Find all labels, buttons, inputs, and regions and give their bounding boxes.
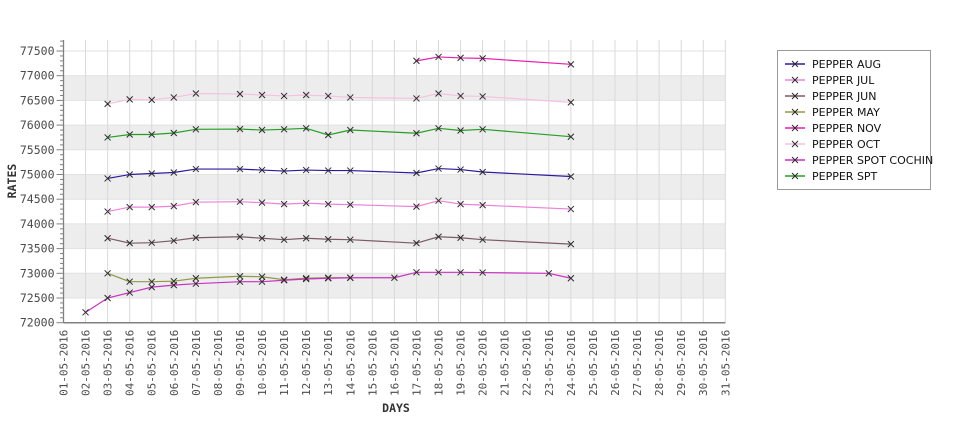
svg-text:31-05-2016: 31-05-2016 — [719, 330, 732, 396]
legend-line-marker-icon — [785, 60, 805, 68]
legend-line-marker-icon — [785, 140, 805, 148]
series-pepper-oct — [104, 90, 575, 108]
legend-line-marker-icon — [785, 92, 805, 100]
svg-text:13-05-2016: 13-05-2016 — [322, 330, 335, 396]
legend-label: PEPPER AUG — [812, 57, 882, 71]
svg-text:74500: 74500 — [20, 192, 55, 206]
x-tick-labels: 01-05-2016 02-05-2016 03-05-2016 04-05-2016… — [58, 330, 733, 396]
legend-label: PEPPER JUN — [812, 89, 877, 103]
legend-label: PEPPER OCT — [812, 137, 880, 151]
x-marker-icon — [413, 53, 575, 68]
vertical-gridlines — [63, 40, 726, 323]
plot-area: 72000 72500 73000 73500 74000 74500 75000 75500… — [20, 40, 732, 396]
y-axis-ticks — [56, 40, 64, 324]
svg-text:02-05-2016: 02-05-2016 — [80, 330, 93, 396]
svg-text:10-05-2016: 10-05-2016 — [256, 330, 269, 396]
axes — [62, 40, 726, 324]
svg-text:23-05-2016: 23-05-2016 — [543, 330, 556, 396]
legend-item-pepper-spot-cochin: PEPPER SPOT COCHIN — [783, 152, 933, 168]
svg-text:20-05-2016: 20-05-2016 — [477, 330, 490, 396]
svg-text:03-05-2016: 03-05-2016 — [102, 330, 115, 396]
svg-text:74000: 74000 — [20, 217, 55, 231]
legend-line-marker-icon — [785, 76, 805, 84]
svg-text:01-05-2016: 01-05-2016 — [58, 330, 71, 396]
svg-text:17-05-2016: 17-05-2016 — [410, 330, 423, 396]
svg-text:24-05-2016: 24-05-2016 — [565, 330, 578, 396]
svg-text:12-05-2016: 12-05-2016 — [300, 330, 313, 396]
x-marker-icon — [104, 197, 575, 215]
legend-item-pepper-may: PEPPER MAY — [783, 104, 926, 120]
svg-text:72500: 72500 — [20, 291, 55, 305]
svg-text:14-05-2016: 14-05-2016 — [344, 330, 357, 396]
legend-item-pepper-nov: PEPPER NOV — [783, 120, 926, 136]
svg-text:18-05-2016: 18-05-2016 — [433, 330, 446, 396]
svg-text:72000: 72000 — [20, 316, 55, 330]
x-marker-icon — [104, 124, 575, 141]
svg-text:30-05-2016: 30-05-2016 — [697, 330, 710, 396]
legend-item-pepper-aug: PEPPER AUG — [783, 56, 926, 72]
svg-text:25-05-2016: 25-05-2016 — [587, 330, 600, 396]
svg-text:76500: 76500 — [20, 93, 55, 107]
svg-text:15-05-2016: 15-05-2016 — [366, 330, 379, 396]
x-marker-icon — [82, 268, 575, 316]
svg-text:22-05-2016: 22-05-2016 — [521, 330, 534, 396]
legend-label: PEPPER JUL — [812, 73, 875, 87]
svg-text:06-05-2016: 06-05-2016 — [168, 330, 181, 396]
legend-line-marker-icon — [785, 108, 805, 116]
x-marker-icon — [104, 165, 575, 182]
svg-text:76000: 76000 — [20, 118, 55, 132]
series-pepper-jun — [104, 233, 575, 248]
svg-text:26-05-2016: 26-05-2016 — [609, 330, 622, 396]
svg-text:05-05-2016: 05-05-2016 — [146, 330, 159, 396]
svg-text:27-05-2016: 27-05-2016 — [631, 330, 644, 396]
svg-text:09-05-2016: 09-05-2016 — [234, 330, 247, 396]
svg-text:75500: 75500 — [20, 143, 55, 157]
y-axis-title: RATES — [5, 164, 19, 199]
series-pepper-jul — [104, 197, 575, 215]
svg-text:29-05-2016: 29-05-2016 — [675, 330, 688, 396]
legend-label: PEPPER SPOT COCHIN — [812, 153, 934, 167]
legend-item-pepper-jul: PEPPER JUL — [783, 72, 926, 88]
legend-label: PEPPER MAY — [812, 105, 880, 119]
svg-text:77500: 77500 — [20, 44, 55, 58]
svg-text:73500: 73500 — [20, 242, 55, 256]
x-axis-title: DAYS — [382, 401, 410, 415]
svg-text:11-05-2016: 11-05-2016 — [278, 330, 291, 396]
svg-text:16-05-2016: 16-05-2016 — [388, 330, 401, 396]
svg-text:19-05-2016: 19-05-2016 — [455, 330, 468, 396]
svg-text:75000: 75000 — [20, 168, 55, 182]
series-pepper-nov — [413, 53, 575, 68]
svg-text:21-05-2016: 21-05-2016 — [499, 330, 512, 396]
legend-item-pepper-spt: PEPPER SPT — [783, 168, 926, 184]
series-pepper-spot-cochin — [82, 268, 575, 316]
legend-label: PEPPER SPT — [812, 169, 878, 183]
series-pepper-spt — [104, 124, 575, 141]
x-marker-icon — [104, 233, 575, 248]
x-marker-icon — [104, 90, 575, 108]
svg-text:04-05-2016: 04-05-2016 — [124, 330, 137, 396]
legend-item-pepper-jun: PEPPER JUN — [783, 88, 926, 104]
legend-box: PEPPER AUG PEPPER JUL PEPPER JUN PEPPER MAY… — [777, 50, 933, 190]
svg-text:07-05-2016: 07-05-2016 — [190, 330, 203, 396]
y-tick-labels: 72000 72500 73000 73500 74000 74500 75000 75500… — [20, 44, 55, 330]
legend-item-pepper-oct: PEPPER OCT — [783, 136, 926, 152]
svg-text:28-05-2016: 28-05-2016 — [653, 330, 666, 396]
legend-label: PEPPER NOV — [812, 121, 882, 135]
legend-line-marker-icon — [785, 172, 805, 180]
series-pepper-aug — [104, 165, 575, 182]
legend-line-marker-icon — [785, 124, 805, 132]
svg-text:73000: 73000 — [20, 266, 55, 280]
svg-text:77000: 77000 — [20, 69, 55, 83]
legend-line-marker-icon — [785, 156, 805, 164]
svg-text:08-05-2016: 08-05-2016 — [212, 330, 225, 396]
